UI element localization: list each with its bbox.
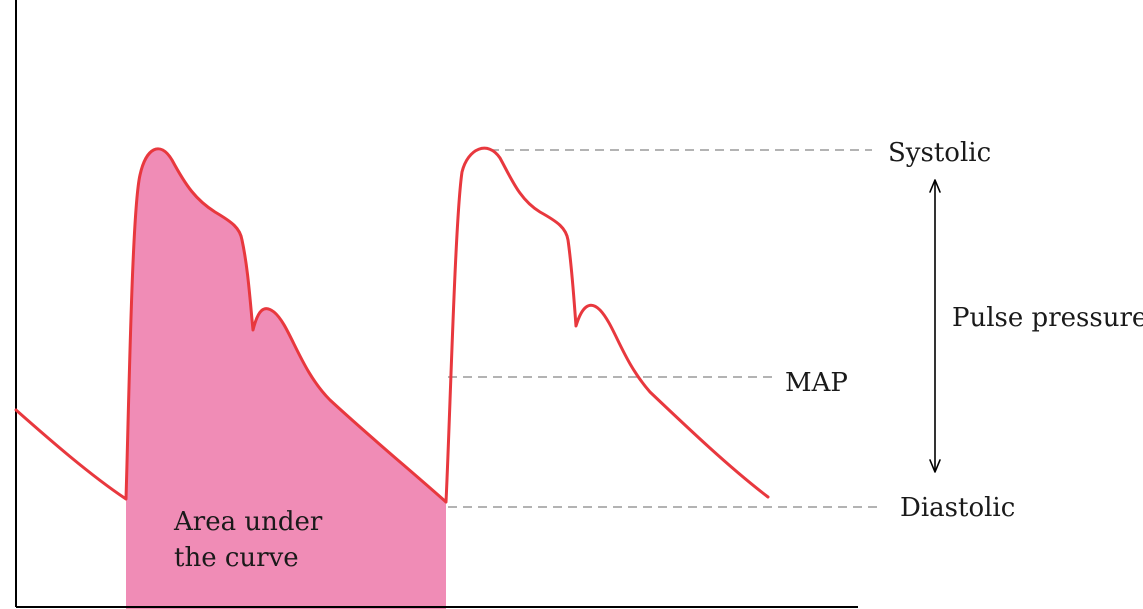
diastolic-label: Diastolic	[900, 493, 1015, 523]
systolic-label: Systolic	[888, 138, 991, 168]
area-under-curve-fill	[126, 148, 446, 609]
pulse-pressure-label: Pulse pressure	[952, 303, 1143, 333]
arterial-pressure-waveform	[14, 146, 770, 504]
pulse-pressure-arrow-head-down	[929, 459, 941, 473]
map-label: MAP	[785, 368, 848, 398]
area-label-line-1: Area under	[173, 507, 323, 537]
pulse-pressure-arrow-head-up	[929, 179, 941, 193]
area-label-line-2: the curve	[174, 543, 299, 573]
